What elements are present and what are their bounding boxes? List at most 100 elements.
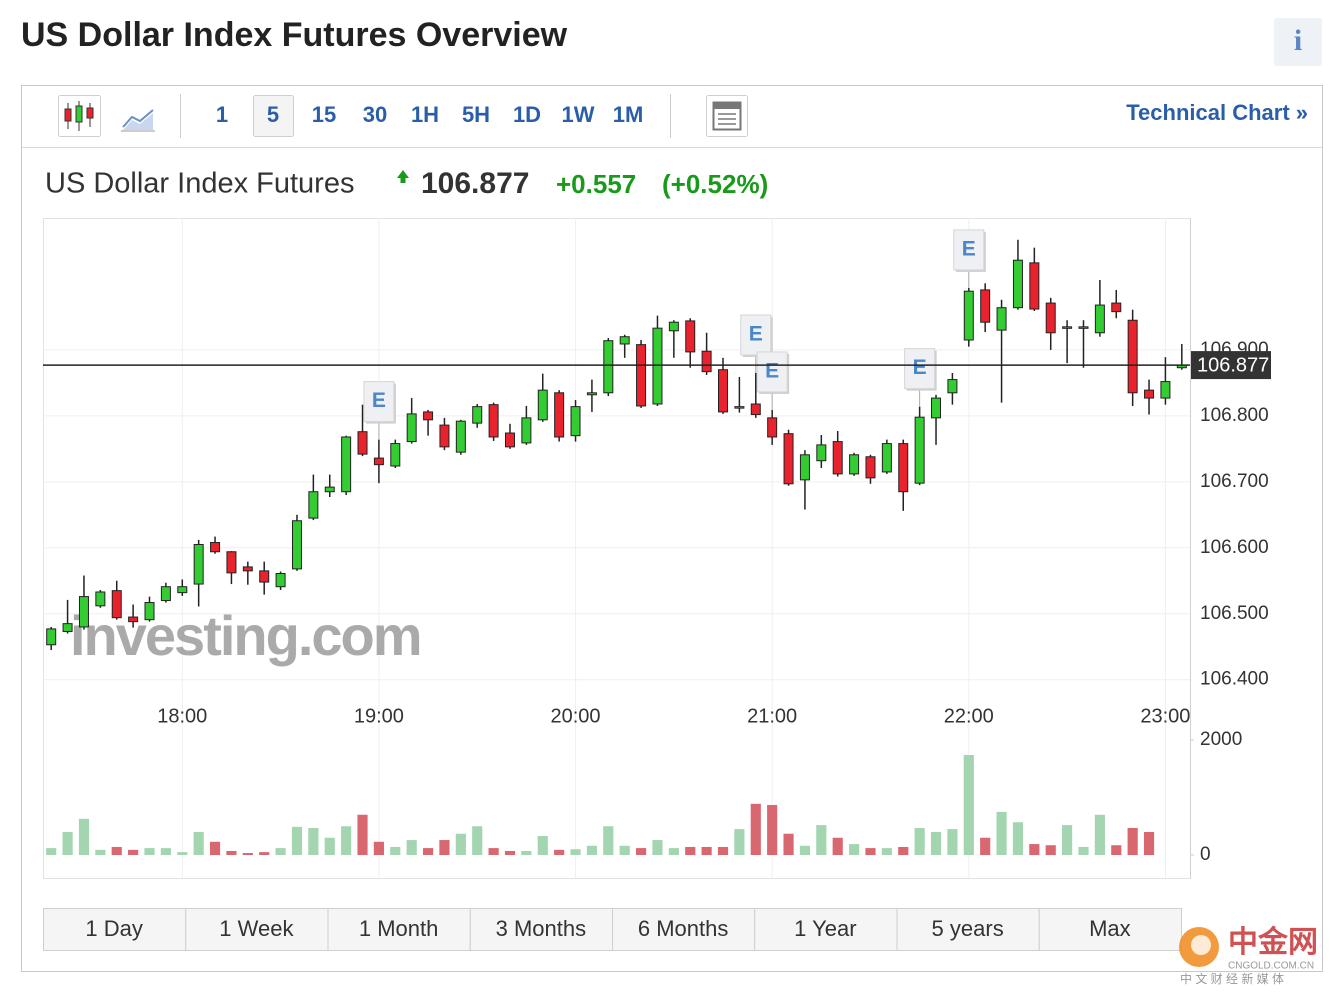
period-label[interactable]: 3 Months xyxy=(496,916,587,941)
candle-up xyxy=(1078,326,1089,329)
candle-down xyxy=(1111,302,1122,313)
candle-down xyxy=(750,403,761,416)
candle-down xyxy=(504,432,515,448)
volume-bar xyxy=(259,852,270,855)
interval-button[interactable]: 1 xyxy=(216,102,228,127)
volume-bar xyxy=(783,833,794,855)
event-label[interactable]: E xyxy=(765,359,779,382)
candle-type-button[interactable] xyxy=(58,95,101,137)
event-marker[interactable] xyxy=(363,381,395,423)
info-icon[interactable]: i xyxy=(1294,24,1302,57)
period-label[interactable]: Max xyxy=(1089,916,1131,941)
last-price-marker xyxy=(1191,351,1271,380)
candle-down xyxy=(1127,319,1138,394)
volume-bar xyxy=(750,803,761,855)
period-label[interactable]: 6 Months xyxy=(638,916,729,941)
event-label[interactable]: E xyxy=(372,389,386,412)
candle-down xyxy=(423,411,434,421)
candle-down xyxy=(783,433,794,485)
candle-up xyxy=(799,454,810,481)
candle-up xyxy=(947,379,958,394)
interval-button[interactable]: 1H xyxy=(411,102,439,127)
volume-bar xyxy=(947,829,958,855)
period-button[interactable] xyxy=(43,908,187,951)
volume-bar xyxy=(1143,832,1155,855)
period-button[interactable] xyxy=(612,908,756,951)
volume-bar xyxy=(439,840,450,855)
candle-up xyxy=(341,436,352,493)
event-label[interactable]: E xyxy=(913,356,927,379)
page-title: US Dollar Index Futures Overview xyxy=(21,16,568,54)
candle-up xyxy=(78,596,89,628)
period-label[interactable]: 1 Day xyxy=(85,916,142,941)
percent-change: (+0.52%) xyxy=(662,169,768,199)
candle-up xyxy=(603,340,614,394)
interval-button[interactable]: 5H xyxy=(462,102,490,127)
period-button[interactable] xyxy=(1038,908,1182,951)
candle-down xyxy=(111,590,122,619)
icon xyxy=(718,113,736,125)
event-marker[interactable] xyxy=(756,351,788,393)
period-button[interactable] xyxy=(327,908,471,951)
event-marker[interactable] xyxy=(953,229,985,271)
interval-button[interactable]: 15 xyxy=(312,102,336,127)
period-button[interactable] xyxy=(754,908,898,951)
period-label[interactable]: 1 Year xyxy=(794,916,856,941)
y-tick-label: 106.500 xyxy=(1200,603,1269,624)
event-marker[interactable] xyxy=(740,314,772,356)
candle-up xyxy=(881,443,892,473)
candle-down xyxy=(1144,389,1155,399)
period-label[interactable]: 1 Month xyxy=(359,916,439,941)
chart: 18:00 19:00 20:00 21:00 22:00 23:00 106.400 106… xyxy=(43,218,1271,879)
x-tick-label: 19:00 xyxy=(354,705,404,727)
x-tick-label: 22:00 xyxy=(944,705,994,727)
volume-bar xyxy=(78,818,90,855)
candle-down xyxy=(128,616,139,623)
volume-bar xyxy=(488,848,499,855)
interval-button[interactable]: 1W xyxy=(562,102,595,127)
interval-button[interactable]: 1D xyxy=(513,102,541,127)
technical-chart-link[interactable]: Technical Chart » xyxy=(1126,100,1308,125)
investing-watermark: investing.com xyxy=(70,604,421,667)
candle-up xyxy=(619,336,630,345)
candle-up xyxy=(193,543,204,585)
interval-button[interactable]: 1M xyxy=(613,102,644,127)
candle-down xyxy=(865,456,876,479)
volume-bar xyxy=(144,848,155,855)
volume-bar xyxy=(1127,827,1138,855)
interval-button[interactable]: 5 xyxy=(267,102,279,127)
event-label[interactable]: E xyxy=(962,237,976,260)
up-arrow xyxy=(397,170,409,183)
volume-bar xyxy=(128,849,139,855)
icon xyxy=(86,107,94,119)
info-button[interactable] xyxy=(1274,18,1322,66)
candle-up xyxy=(291,520,302,570)
volume-bar xyxy=(816,825,827,855)
interval-button[interactable]: 30 xyxy=(363,102,387,127)
period-button[interactable] xyxy=(469,908,613,951)
icon xyxy=(123,113,153,130)
volume-bar xyxy=(881,848,892,855)
period-label[interactable]: 5 years xyxy=(932,916,1004,941)
volume-bar xyxy=(685,846,696,855)
candle-up xyxy=(931,397,942,419)
volume-bar xyxy=(898,846,909,855)
candle-up xyxy=(816,444,827,462)
volume-tick-label: 2000 xyxy=(1200,729,1242,750)
calendar-button[interactable] xyxy=(706,95,748,137)
instrument-name: US Dollar Index Futures xyxy=(45,168,354,200)
volume-bar xyxy=(554,849,565,855)
interval-selected[interactable] xyxy=(253,95,294,137)
volume-bar xyxy=(832,837,843,855)
icon xyxy=(714,103,740,109)
volume-bar xyxy=(111,846,122,855)
event-label[interactable]: E xyxy=(749,323,763,346)
last-price-label: 106.877 xyxy=(1197,354,1269,376)
line-type-button[interactable] xyxy=(121,109,155,132)
volume-bar xyxy=(603,826,614,855)
candle-up xyxy=(308,491,319,519)
volume-bar xyxy=(930,832,942,855)
event-marker[interactable] xyxy=(904,348,936,390)
period-label[interactable]: 1 Week xyxy=(219,916,294,941)
candle-up xyxy=(1062,326,1073,329)
